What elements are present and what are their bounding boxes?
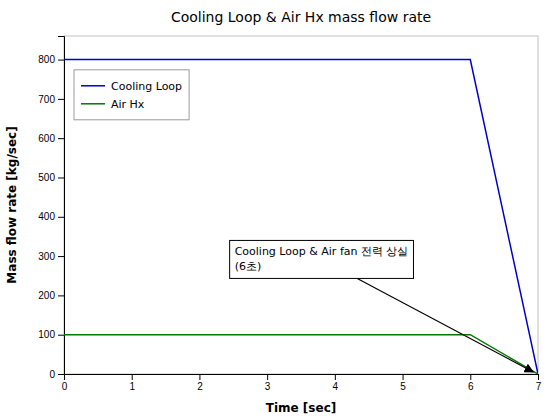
- x-tick: 5: [400, 374, 406, 392]
- tick-mark: [538, 374, 539, 380]
- y-tick: 0: [49, 369, 64, 380]
- tick-label: 700: [38, 94, 55, 105]
- series-group: [64, 60, 538, 374]
- y-axis: 0 100 200 300 400 500 600 700 800: [38, 37, 64, 380]
- x-tick: 6: [468, 374, 474, 392]
- annotation-box: [230, 240, 414, 278]
- legend-entry: Cooling Loop: [81, 80, 182, 93]
- annotation-arrow: [357, 278, 533, 372]
- x-tick: 7: [536, 374, 542, 392]
- tick-label: 0: [62, 381, 68, 392]
- tick-label: 6: [468, 381, 474, 392]
- plot-frame: [64, 36, 538, 374]
- tick-mark: [58, 335, 64, 336]
- legend-label: Air Hx: [111, 98, 145, 111]
- annotation: Cooling Loop & Air fan 전력 상실(6초): [230, 240, 534, 372]
- tick-mark: [267, 374, 268, 380]
- tick-label: 400: [38, 211, 55, 222]
- axis-line: [65, 375, 539, 381]
- y-tick: 100: [38, 329, 64, 340]
- tick-label: 4: [333, 381, 339, 392]
- legend: Cooling Loop Air Hx: [74, 70, 189, 120]
- tick-mark: [58, 99, 64, 100]
- y-tick: 700: [38, 94, 64, 105]
- annotation-text: Cooling Loop & Air fan 전력 상실(6초): [235, 245, 409, 273]
- tick-label: 1: [129, 381, 135, 392]
- legend-label: Cooling Loop: [111, 80, 182, 93]
- tick-mark: [199, 374, 200, 380]
- y-tick: 200: [38, 290, 64, 301]
- tick-mark: [335, 374, 336, 380]
- tick-mark: [58, 374, 64, 375]
- y-tick: 500: [38, 172, 64, 183]
- tick-mark: [58, 217, 64, 218]
- tick-label: 300: [38, 251, 55, 262]
- x-tick: 3: [265, 374, 271, 392]
- tick-mark: [470, 374, 471, 380]
- tick-mark: [58, 60, 64, 61]
- x-tick: 0: [62, 374, 68, 392]
- tick-mark: [132, 374, 133, 380]
- tick-label: 100: [38, 329, 55, 340]
- tick-mark: [403, 374, 404, 380]
- tick-mark: [58, 177, 64, 178]
- tick-label: 7: [536, 381, 542, 392]
- legend-swatch: [81, 85, 105, 87]
- tick-label: 500: [38, 172, 55, 183]
- tick-label: 0: [49, 369, 55, 380]
- y-tick: 800: [38, 54, 64, 65]
- y-tick: 600: [38, 133, 64, 144]
- x-axis: 0 1 2 3 4 5 6 7: [62, 374, 542, 392]
- series-line: [64, 335, 538, 374]
- chart: 0 1 2 3 4 5 6 7 0 100 200 300 400 500 600 700 800 Cooling…: [0, 0, 560, 420]
- legend-swatch: [81, 103, 105, 105]
- tick-mark: [58, 256, 64, 257]
- legend-box: [74, 70, 189, 120]
- x-tick: 1: [129, 374, 135, 392]
- plot: 0 1 2 3 4 5 6 7 0 100 200 300 400 500 600 700 800 Cooling…: [38, 36, 541, 392]
- tick-label: 5: [400, 381, 406, 392]
- legend-entry: Air Hx: [81, 98, 145, 111]
- x-tick: 4: [333, 374, 339, 392]
- tick-mark: [58, 138, 64, 139]
- tick-label: 600: [38, 133, 55, 144]
- tick-label: 3: [265, 381, 271, 392]
- title: Cooling Loop & Air Hx mass flow rate: [171, 9, 431, 25]
- y-axis-title: Mass flow rate [kg/sec]: [5, 126, 19, 283]
- series-line: [64, 60, 538, 374]
- tick-label: 2: [197, 381, 203, 392]
- y-tick: 300: [38, 251, 64, 262]
- tick-mark: [58, 295, 64, 296]
- tick-label: 200: [38, 290, 55, 301]
- tick-label: 800: [38, 54, 55, 65]
- y-tick: 400: [38, 211, 64, 222]
- x-tick: 2: [197, 374, 203, 392]
- x-axis-title: Time [sec]: [266, 401, 336, 415]
